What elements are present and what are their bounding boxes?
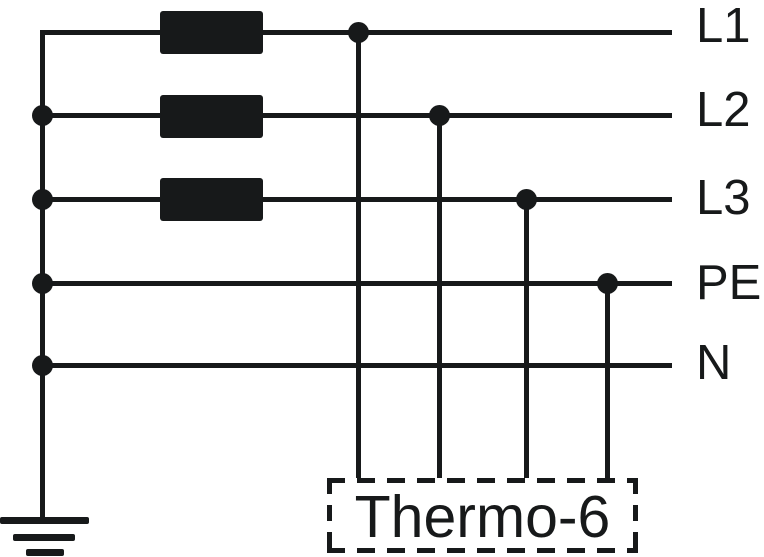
thermo-device-label: Thermo-6	[354, 484, 611, 550]
bus-label-n: N	[696, 336, 732, 390]
thermo-box-border-top	[327, 478, 638, 483]
junction-dot-l2-drop	[429, 105, 450, 126]
bus-label-pe: PE	[696, 256, 762, 310]
fuse-l1	[160, 11, 263, 54]
junction-dot-left-n	[32, 355, 53, 376]
junction-dot-l1-drop	[348, 22, 369, 43]
drop-line-pe-to-device	[605, 281, 610, 478]
ground-bar-middle	[13, 534, 75, 541]
fuse-l2	[160, 95, 263, 138]
drop-line-l1-to-device	[356, 30, 361, 478]
bus-label-l3: L3	[696, 171, 751, 225]
junction-dot-left-pe	[32, 273, 53, 294]
junction-dot-l3-drop	[516, 189, 537, 210]
junction-dot-pe-drop	[597, 273, 618, 294]
junction-dot-left-l3	[32, 189, 53, 210]
fuse-l3	[160, 178, 263, 221]
thermo-box-border-left	[327, 478, 332, 553]
junction-dot-left-l2	[32, 105, 53, 126]
bus-label-l2: L2	[696, 83, 751, 137]
bus-label-l1: L1	[696, 0, 751, 53]
thermo-box-border-bottom	[327, 548, 638, 553]
drop-line-l2-to-device	[437, 113, 442, 478]
ground-bar-top	[0, 517, 89, 524]
thermo-device-box: Thermo-6	[327, 478, 638, 553]
drop-line-l3-to-device	[524, 197, 529, 478]
ground-bar-bottom	[26, 549, 64, 556]
thermo-box-border-right	[633, 478, 638, 553]
